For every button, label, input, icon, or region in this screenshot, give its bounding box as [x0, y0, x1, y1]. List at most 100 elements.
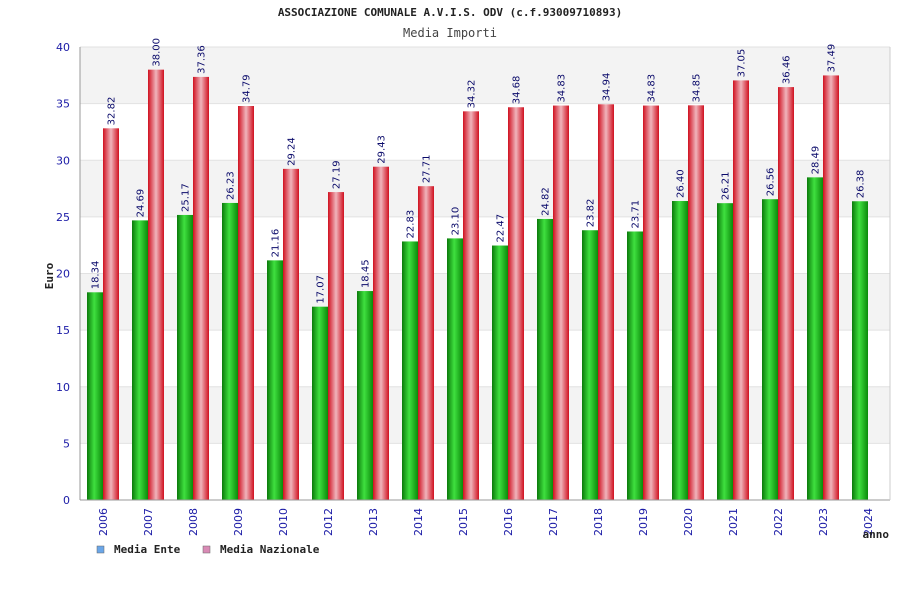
- bar-media-ente: [132, 220, 148, 501]
- legend-swatch-media-ente: [96, 545, 105, 554]
- bar-media-nazionale: [238, 106, 254, 501]
- plot-background: [80, 47, 890, 500]
- data-label: 34.83: [647, 74, 658, 103]
- bar-media-nazionale: [823, 75, 839, 500]
- y-tick-label: 15: [56, 324, 70, 337]
- y-tick-label: 5: [63, 437, 70, 450]
- data-label: 17.07: [316, 275, 327, 304]
- y-tick-label: 35: [56, 98, 70, 111]
- x-tick-label: 2009: [232, 508, 245, 536]
- x-tick-label: 2007: [142, 508, 155, 536]
- legend: Media Ente Media Nazionale: [96, 543, 320, 556]
- x-tick-label: 2022: [772, 508, 785, 536]
- legend-label-media-ente: Media Ente: [114, 543, 181, 556]
- x-tick-label: 2010: [277, 508, 290, 536]
- data-labels: 18.34 32.82 24.69 38.00 25.17 37.36 26.23 34.79…: [91, 38, 867, 304]
- chart-subtitle: Media Importi: [403, 26, 497, 40]
- plot-band: [80, 443, 890, 500]
- bars: [87, 69, 868, 501]
- data-label: 34.68: [512, 76, 523, 105]
- bar-media-ente: [312, 306, 328, 500]
- data-label: 22.47: [496, 214, 507, 243]
- x-tick-label: 2024: [862, 508, 875, 536]
- chart-title: ASSOCIAZIONE COMUNALE A.V.I.S. ODV (c.f.…: [278, 6, 622, 19]
- x-tick-label: 2012: [322, 508, 335, 536]
- bar-media-nazionale: [643, 105, 659, 501]
- data-label: 34.85: [692, 74, 703, 103]
- data-label: 18.34: [91, 261, 102, 290]
- data-label: 29.24: [287, 137, 298, 166]
- data-label: 21.16: [271, 229, 282, 258]
- x-axis-label: anno: [863, 528, 890, 541]
- bar-media-nazionale: [328, 192, 344, 501]
- data-label: 37.05: [737, 49, 748, 78]
- x-tick-label: 2015: [457, 508, 470, 536]
- bar-media-nazionale: [283, 168, 299, 500]
- data-label: 34.79: [242, 74, 253, 103]
- plot-band: [80, 386, 890, 444]
- x-tick-label: 2006: [97, 508, 110, 536]
- bar-media-ente: [582, 230, 598, 500]
- data-label: 18.45: [361, 259, 372, 288]
- data-label: 34.32: [467, 80, 478, 109]
- bar-media-nazionale: [688, 105, 704, 500]
- bar-media-nazionale: [598, 104, 614, 500]
- data-label: 22.83: [406, 210, 417, 239]
- y-tick-label: 20: [56, 268, 70, 281]
- y-axis-label: Euro: [43, 262, 56, 289]
- bar-media-ente: [402, 241, 418, 500]
- bar-media-ente: [537, 218, 553, 500]
- data-label: 26.38: [856, 170, 867, 199]
- data-label: 23.10: [451, 207, 462, 236]
- bar-media-nazionale: [418, 186, 434, 500]
- x-tick-label: 2014: [412, 508, 425, 536]
- legend-swatch-media-nazionale: [202, 545, 211, 554]
- bar-media-nazionale: [103, 128, 119, 500]
- plot-band: [80, 47, 890, 104]
- data-label: 25.17: [181, 183, 192, 212]
- bar-media-nazionale: [373, 166, 389, 500]
- data-label: 24.69: [136, 189, 147, 218]
- x-tick-label: 2019: [637, 508, 650, 536]
- y-tick-label: 0: [63, 494, 70, 507]
- bar-media-ente: [807, 177, 823, 500]
- bar-media-nazionale: [463, 111, 479, 501]
- bar-media-ente: [717, 203, 733, 500]
- y-tick-label: 30: [56, 154, 70, 167]
- data-label: 24.82: [541, 187, 552, 216]
- bar-media-ente: [267, 260, 283, 500]
- data-label: 23.71: [631, 200, 642, 229]
- data-label: 34.83: [557, 74, 568, 103]
- data-label: 23.82: [586, 199, 597, 228]
- bar-media-ente: [492, 245, 508, 500]
- data-label: 26.40: [676, 169, 687, 198]
- legend-label-media-nazionale: Media Nazionale: [220, 543, 320, 556]
- bar-media-ente: [222, 202, 238, 500]
- bar-media-nazionale: [148, 69, 164, 501]
- data-label: 27.71: [422, 155, 433, 184]
- data-label: 28.49: [811, 146, 822, 175]
- bar-media-nazionale: [508, 107, 524, 501]
- data-label: 29.43: [377, 135, 388, 164]
- bar-media-nazionale: [733, 80, 749, 500]
- x-tick-label: 2023: [817, 508, 830, 536]
- x-tick-label: 2008: [187, 508, 200, 536]
- data-label: 37.36: [197, 45, 208, 74]
- bar-media-nazionale: [553, 105, 569, 501]
- data-label: 37.49: [827, 44, 838, 73]
- data-label: 27.19: [332, 160, 343, 189]
- plot-band: [80, 216, 890, 274]
- bar-media-ente: [762, 199, 778, 500]
- plot-band: [80, 273, 890, 331]
- y-tick-label: 40: [56, 41, 70, 54]
- plot-band: [80, 160, 890, 217]
- x-axis-ticks: 2006 2007 2008 2009 2010 2012 2013 2014 2015 2016…: [97, 508, 875, 536]
- data-label: 32.82: [107, 97, 118, 126]
- bar-media-ente: [672, 201, 688, 500]
- x-tick-label: 2020: [682, 508, 695, 536]
- bar-media-ente: [177, 214, 193, 500]
- x-tick-label: 2021: [727, 508, 740, 536]
- bar-media-ente: [627, 231, 643, 500]
- x-tick-label: 2017: [547, 508, 560, 536]
